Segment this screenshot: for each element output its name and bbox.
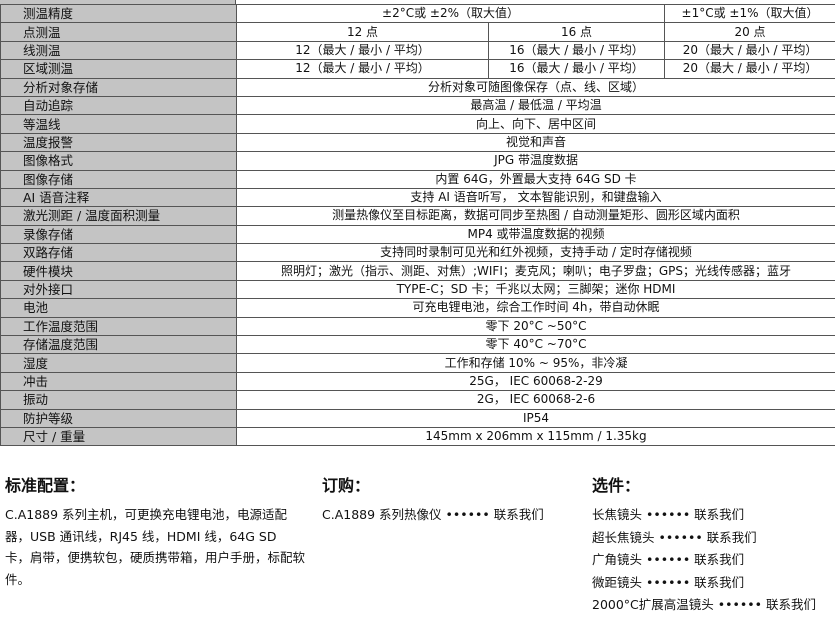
spec-value: 零下 20°C ~50°C xyxy=(237,317,835,335)
spec-value: 16 点 xyxy=(489,23,665,41)
spec-label: 等温线 xyxy=(1,115,237,133)
spec-row: 存储温度范围零下 40°C ~70°C xyxy=(1,336,835,354)
spec-value: 向上、向下、居中区间 xyxy=(237,115,835,133)
spec-value: 零下 40°C ~70°C xyxy=(237,336,835,354)
spec-row: 等温线向上、向下、居中区间 xyxy=(1,115,835,133)
option-item: 广角镜头 •••••• 联系我们 xyxy=(592,549,816,572)
spec-row: 分析对象存储分析对象可随图像保存（点、线、区域） xyxy=(1,78,835,96)
spec-value: 25G， IEC 60068-2-29 xyxy=(237,372,835,390)
spec-value: 测量热像仪至目标距离，数据可同步至热图 / 自动测量矩形、圆形区域内面积 xyxy=(237,207,835,225)
spec-label: 测温精度 xyxy=(1,5,237,23)
spec-value: 12 点 xyxy=(237,23,489,41)
options-section: 选件： 长焦镜头 •••••• 联系我们 超长焦镜头 •••••• 联系我们 广… xyxy=(592,472,816,617)
spec-value: 视觉和声音 xyxy=(237,133,835,151)
spec-row: 硬件模块照明灯；激光（指示、测距、对焦）;WIFI；麦克风；喇叭；电子罗盘；GP… xyxy=(1,262,835,280)
spec-label: 图像格式 xyxy=(1,152,237,170)
order-title: 订购： xyxy=(322,472,544,496)
spec-value: 20 点 xyxy=(665,23,835,41)
spec-value: 20（最大 / 最小 / 平均） xyxy=(665,60,835,78)
spec-row: 工作温度范围零下 20°C ~50°C xyxy=(1,317,835,335)
standard-config-text: C.A1889 系列主机，可更换充电锂电池，电源适配器，USB 通讯线，RJ45… xyxy=(5,504,305,590)
spec-value: ±2°C或 ±2%（取大值） xyxy=(237,5,665,23)
spec-row: 激光测距 / 温度面积测量测量热像仪至目标距离，数据可同步至热图 / 自动测量矩… xyxy=(1,207,835,225)
order-item: C.A1889 系列热像仪 •••••• 联系我们 xyxy=(322,504,544,527)
spec-label: AI 语音注释 xyxy=(1,188,237,206)
spec-label: 防护等级 xyxy=(1,409,237,427)
option-item: 超长焦镜头 •••••• 联系我们 xyxy=(592,527,816,550)
spec-label: 点测温 xyxy=(1,23,237,41)
spec-value: MP4 或带温度数据的视频 xyxy=(237,225,835,243)
spec-value: 16（最大 / 最小 / 平均） xyxy=(489,60,665,78)
spec-label: 录像存储 xyxy=(1,225,237,243)
options-title: 选件： xyxy=(592,472,816,496)
spec-value: 12（最大 / 最小 / 平均） xyxy=(237,60,489,78)
spec-label: 振动 xyxy=(1,391,237,409)
spec-label: 双路存储 xyxy=(1,244,237,262)
spec-row: 电池可充电锂电池，综合工作时间 4h，带自动休眠 xyxy=(1,299,835,317)
spec-value: 可充电锂电池，综合工作时间 4h，带自动休眠 xyxy=(237,299,835,317)
spec-row: AI 语音注释支持 AI 语音听写， 文本智能识别，和键盘输入 xyxy=(1,188,835,206)
spec-value: ±1°C或 ±1%（取大值） xyxy=(665,5,835,23)
spec-label: 对外接口 xyxy=(1,280,237,298)
spec-value: 20（最大 / 最小 / 平均） xyxy=(665,41,835,59)
spec-label: 冲击 xyxy=(1,372,237,390)
spec-row: 自动追踪最高温 / 最低温 / 平均温 xyxy=(1,96,835,114)
spec-value: JPG 带温度数据 xyxy=(237,152,835,170)
spec-label: 硬件模块 xyxy=(1,262,237,280)
spec-label: 图像存储 xyxy=(1,170,237,188)
spec-row: 图像存储内置 64G，外置最大支持 64G SD 卡 xyxy=(1,170,835,188)
option-item: 长焦镜头 •••••• 联系我们 xyxy=(592,504,816,527)
spec-label: 温度报警 xyxy=(1,133,237,151)
spec-label: 尺寸 / 重量 xyxy=(1,427,237,445)
spec-label: 分析对象存储 xyxy=(1,78,237,96)
spec-label: 存储温度范围 xyxy=(1,336,237,354)
spec-label: 湿度 xyxy=(1,354,237,372)
spec-value: 145mm x 206mm x 115mm / 1.35kg xyxy=(237,427,835,445)
spec-value: 最高温 / 最低温 / 平均温 xyxy=(237,96,835,114)
spec-label: 工作温度范围 xyxy=(1,317,237,335)
spec-row: 湿度工作和存储 10% ~ 95%，非冷凝 xyxy=(1,354,835,372)
spec-label: 电池 xyxy=(1,299,237,317)
spec-value: 2G， IEC 60068-2-6 xyxy=(237,391,835,409)
option-item: 微距镜头 •••••• 联系我们 xyxy=(592,572,816,595)
spec-row: 测温精度±2°C或 ±2%（取大值）±1°C或 ±1%（取大值） xyxy=(1,5,835,23)
spec-label: 自动追踪 xyxy=(1,96,237,114)
spec-value: 分析对象可随图像保存（点、线、区域） xyxy=(237,78,835,96)
spec-value: 工作和存储 10% ~ 95%，非冷凝 xyxy=(237,354,835,372)
order-section: 订购： C.A1889 系列热像仪 •••••• 联系我们 xyxy=(322,472,544,527)
spec-value: TYPE-C；SD 卡；千兆以太网；三脚架；迷你 HDMI xyxy=(237,280,835,298)
spec-label: 区域测温 xyxy=(1,60,237,78)
standard-config-section: 标准配置： C.A1889 系列主机，可更换充电锂电池，电源适配器，USB 通讯… xyxy=(5,472,305,590)
spec-value: 12（最大 / 最小 / 平均） xyxy=(237,41,489,59)
spec-value: 照明灯；激光（指示、测距、对焦）;WIFI；麦克风；喇叭；电子罗盘；GPS；光线… xyxy=(237,262,835,280)
option-item: 2000°C扩展高温镜头 •••••• 联系我们 xyxy=(592,594,816,617)
spec-value: 支持同时录制可见光和红外视频，支持手动 / 定时存储视频 xyxy=(237,244,835,262)
spec-label: 激光测距 / 温度面积测量 xyxy=(1,207,237,225)
standard-config-title: 标准配置： xyxy=(5,472,305,496)
spec-value: IP54 xyxy=(237,409,835,427)
spec-row: 温度报警视觉和声音 xyxy=(1,133,835,151)
spec-value: 支持 AI 语音听写， 文本智能识别，和键盘输入 xyxy=(237,188,835,206)
spec-value: 内置 64G，外置最大支持 64G SD 卡 xyxy=(237,170,835,188)
spec-label: 线测温 xyxy=(1,41,237,59)
spec-row: 双路存储支持同时录制可见光和红外视频，支持手动 / 定时存储视频 xyxy=(1,244,835,262)
spec-value: 16（最大 / 最小 / 平均） xyxy=(489,41,665,59)
